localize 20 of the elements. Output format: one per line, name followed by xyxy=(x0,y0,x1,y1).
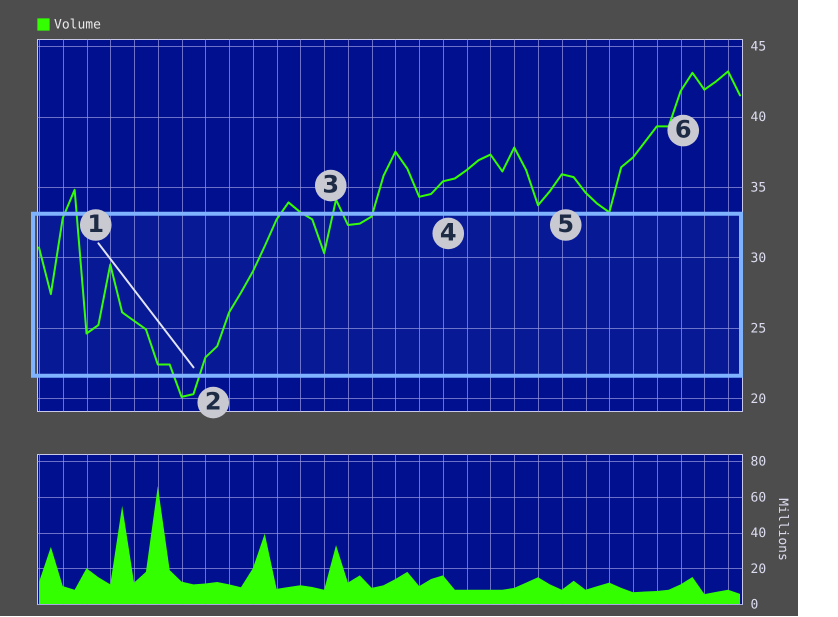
annotation: 2 xyxy=(204,388,222,416)
y-tick-label: 80 xyxy=(750,454,766,470)
y-tick-label: 60 xyxy=(750,490,766,506)
y-tick-label: 40 xyxy=(750,110,766,125)
annotation: 3 xyxy=(322,170,340,199)
annotation: 5 xyxy=(557,210,574,238)
annotation: 1 xyxy=(87,210,104,238)
y-tick-label: 35 xyxy=(750,180,766,196)
y-tick-label: 30 xyxy=(750,250,766,266)
y-tick-label: 20 xyxy=(750,392,766,407)
y-tick-label: 25 xyxy=(750,321,766,336)
annotation: 4 xyxy=(440,218,457,246)
y-tick-label: 45 xyxy=(750,40,766,55)
legend-label: Volume xyxy=(54,18,102,32)
annotation: 6 xyxy=(674,116,692,144)
y-tick-label: 0 xyxy=(750,598,758,612)
y-tick-label: 20 xyxy=(750,562,766,577)
y-tick-label: 40 xyxy=(750,526,766,542)
line-series xyxy=(97,242,194,368)
y-axis-title: Millions xyxy=(775,498,790,561)
